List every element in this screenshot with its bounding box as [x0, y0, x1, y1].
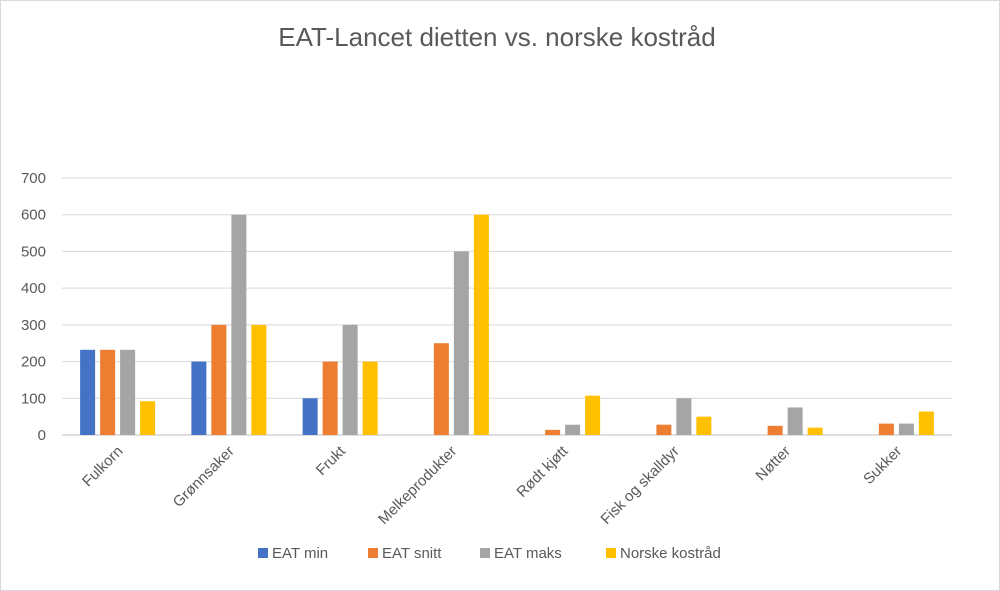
bar-eat-snitt-6 — [767, 425, 783, 435]
bar-eat-maks-1 — [231, 214, 247, 435]
category-label: Rødt kjøtt — [513, 442, 572, 501]
bar-eat-maks-0 — [120, 349, 136, 435]
bar-eat-snitt-1 — [211, 324, 227, 435]
bars — [80, 214, 934, 435]
legend-label: EAT snitt — [382, 545, 442, 562]
bar-eat-snitt-3 — [433, 343, 449, 435]
category-label: Sukker — [860, 443, 905, 488]
y-tick-label: 400 — [21, 280, 46, 297]
y-tick-label: 500 — [21, 243, 46, 260]
category-label: Fulkorn — [79, 443, 126, 490]
bar-norske-kostr-d-2 — [362, 361, 378, 435]
y-tick-label: 200 — [21, 354, 46, 371]
y-tick-label: 700 — [21, 170, 46, 187]
bar-eat-min-0 — [80, 349, 96, 435]
bar-eat-maks-3 — [453, 251, 469, 435]
bar-eat-maks-5 — [676, 398, 692, 435]
legend-swatch — [258, 548, 268, 558]
bar-eat-snitt-7 — [878, 423, 894, 435]
bar-eat-maks-2 — [342, 324, 358, 435]
bar-norske-kostr-d-1 — [251, 324, 267, 435]
y-tick-label: 600 — [21, 207, 46, 224]
chart-title: EAT-Lancet dietten vs. norske kostråd — [278, 22, 715, 52]
legend: EAT min EAT snitt EAT maks Norske kostråd — [258, 545, 721, 562]
legend-label: EAT min — [272, 545, 328, 562]
legend-label: Norske kostråd — [620, 545, 721, 562]
category-label: Frukt — [313, 442, 350, 479]
bar-eat-min-1 — [191, 361, 207, 435]
bar-eat-maks-7 — [898, 423, 914, 435]
bar-eat-min-2 — [302, 398, 318, 435]
y-tick-label: 100 — [21, 390, 46, 407]
bar-eat-maks-4 — [565, 424, 581, 435]
bar-norske-kostr-d-3 — [473, 214, 489, 435]
legend-label: EAT maks — [494, 545, 562, 562]
category-label: Nøtter — [752, 443, 793, 484]
y-tick-label: 300 — [21, 317, 46, 334]
bar-norske-kostr-d-6 — [807, 427, 823, 435]
y-tick-label: 0 — [38, 427, 46, 444]
y-axis-ticks: 0 100 200 300 400 500 600 700 — [21, 170, 46, 444]
bar-eat-snitt-5 — [656, 424, 672, 435]
bar-eat-snitt-4 — [545, 429, 561, 435]
bar-norske-kostr-d-0 — [140, 401, 156, 435]
bar-norske-kostr-d-4 — [585, 395, 601, 435]
bar-eat-snitt-0 — [100, 349, 116, 435]
legend-swatch — [368, 548, 378, 558]
category-label: Grønnsaker — [170, 443, 238, 511]
legend-swatch — [480, 548, 490, 558]
bar-eat-maks-6 — [787, 407, 803, 435]
gridlines — [62, 177, 952, 436]
legend-swatch — [606, 548, 616, 558]
bar-norske-kostr-d-7 — [918, 411, 934, 435]
category-labels: Fulkorn Grønnsaker Frukt Melkeprodukter Rødt… — [79, 442, 905, 528]
bar-norske-kostr-d-5 — [696, 416, 712, 435]
category-label: Fisk og skalldyr — [598, 443, 683, 528]
category-label: Melkeprodukter — [375, 443, 460, 528]
bar-eat-snitt-2 — [322, 361, 338, 435]
